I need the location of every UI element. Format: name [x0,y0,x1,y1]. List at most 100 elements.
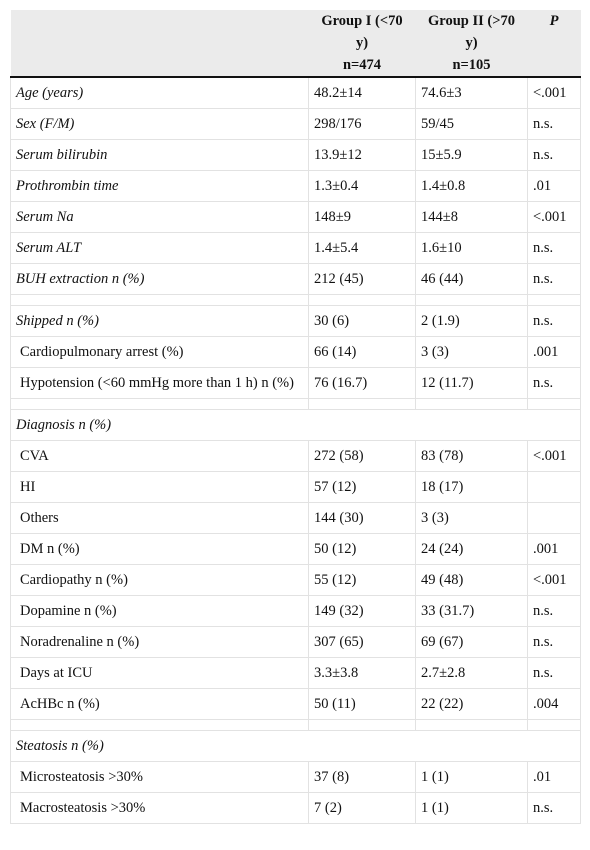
label-text: Macrosteatosis >30% [20,800,146,816]
row-label: Shipped n (%) [10,305,309,337]
cell: n.s. [527,108,581,140]
cell: 272 (58) [308,440,416,472]
cell: n.s. [527,595,581,627]
cell: 33 (31.7) [415,595,528,627]
cell-text: 2.7±2.8 [421,665,466,681]
cell: 3 (3) [415,502,528,534]
cell-text: 2 (1.9) [421,313,460,329]
cell: 2.7±2.8 [415,657,528,689]
label-text: Shipped n (%) [16,313,99,329]
label-text: DM n (%) [20,541,80,557]
spacer-cell [308,294,416,306]
label-text: Serum bilirubin [16,147,108,163]
cell: 50 (12) [308,533,416,565]
table-row: DM n (%) 50 (12) 24 (24) .001 [10,533,581,565]
spacer-cell [415,719,528,731]
cell-text: 50 (11) [314,696,356,712]
cell: 307 (65) [308,626,416,658]
cell: .01 [527,170,581,202]
data-table: Group I (<70 y) n=474 Group II (>70 y) n=10… [10,10,581,824]
row-label: DM n (%) [10,533,309,565]
header-cell: Group II (>70 y) n=105 [415,10,528,77]
label-text: HI [20,479,36,495]
cell-text: 148±9 [314,209,351,225]
cell: 46 (44) [415,263,528,295]
cell: 149 (32) [308,595,416,627]
cell: 18 (17) [415,471,528,503]
cell-text: 66 (14) [314,344,357,360]
cell-text: <.001 [533,572,567,588]
cell: .01 [527,761,581,793]
cell-text: 212 (45) [314,271,364,287]
row-label: Age (years) [10,76,309,109]
cell-text: .001 [533,541,559,557]
cell-text: 30 (6) [314,313,350,329]
cell: n.s. [527,139,581,171]
cell-text: 69 (67) [421,634,464,650]
cell-text: 272 (58) [314,448,364,464]
cell-text: 15±5.9 [421,147,462,163]
cell-text: 144 (30) [314,510,364,526]
cell-text: 298/176 [314,116,362,132]
cell-text: n.s. [533,665,554,681]
cell-text: 3 (3) [421,510,449,526]
cell-text: 18 (17) [421,479,464,495]
cell [527,502,581,534]
cell: 15±5.9 [415,139,528,171]
cell: 1 (1) [415,792,528,824]
cell-text: 37 (8) [314,769,350,785]
label-text: AcHBc n (%) [20,696,100,712]
cell: .004 [527,688,581,720]
cell: 48.2±14 [308,76,416,109]
cell-text: n.s. [533,603,554,619]
cell: <.001 [527,564,581,596]
cell: n.s. [527,305,581,337]
cell: n.s. [527,367,581,399]
cell: 298/176 [308,108,416,140]
cell: .001 [527,336,581,368]
table-row: Dopamine n (%) 149 (32) 33 (31.7) n.s. [10,595,581,627]
cell: .001 [527,533,581,565]
cell: <.001 [527,440,581,472]
cell-text: n.s. [533,313,554,329]
table-row: HI 57 (12) 18 (17) [10,471,581,503]
row-label: Prothrombin time [10,170,309,202]
spacer-row [10,719,581,731]
row-label: HI [10,471,309,503]
cell: 1.4±5.4 [308,232,416,264]
cell: 30 (6) [308,305,416,337]
cell-text: 22 (22) [421,696,464,712]
cell-text: 1.6±10 [421,240,462,256]
cell: 13.9±12 [308,139,416,171]
cell-text: .001 [533,344,559,360]
label-text: Microsteatosis >30% [20,769,143,785]
row-label: Steatosis n (%) [10,730,581,762]
label-text: Diagnosis n (%) [16,417,112,433]
cell-text: 307 (65) [314,634,364,650]
table-body: Age (years) 48.2±14 74.6±3 <.001 Sex (F/M) 29… [10,76,581,824]
spacer-cell [10,398,309,410]
label-text: CVA [20,448,49,464]
header-n: n=474 [342,57,382,73]
table-row: Steatosis n (%) [10,730,581,762]
table-row: BUH extraction n (%) 212 (45) 46 (44) n.s. [10,263,581,295]
cell: 212 (45) [308,263,416,295]
spacer-row [10,398,581,410]
header-cell: Group I (<70 y) n=474 [308,10,416,77]
cell-text: 46 (44) [421,271,464,287]
cell-text: n.s. [533,375,554,391]
cell: 12 (11.7) [415,367,528,399]
table-row: Prothrombin time 1.3±0.4 1.4±0.8 .01 [10,170,581,202]
cell-text: 24 (24) [421,541,464,557]
header-cell [10,10,309,77]
header-row: Group I (<70 y) n=474 Group II (>70 y) n=10… [10,10,581,77]
cell: 3 (3) [415,336,528,368]
cell-text: 33 (31.7) [421,603,475,619]
label-text: Noradrenaline n (%) [20,634,140,650]
row-label: Serum bilirubin [10,139,309,171]
cell-text: 3.3±3.8 [314,665,359,681]
cell-text: 76 (16.7) [314,375,368,391]
label-text: Cardiopulmonary arrest (%) [20,344,184,360]
cell: n.s. [527,792,581,824]
cell-text: n.s. [533,240,554,256]
